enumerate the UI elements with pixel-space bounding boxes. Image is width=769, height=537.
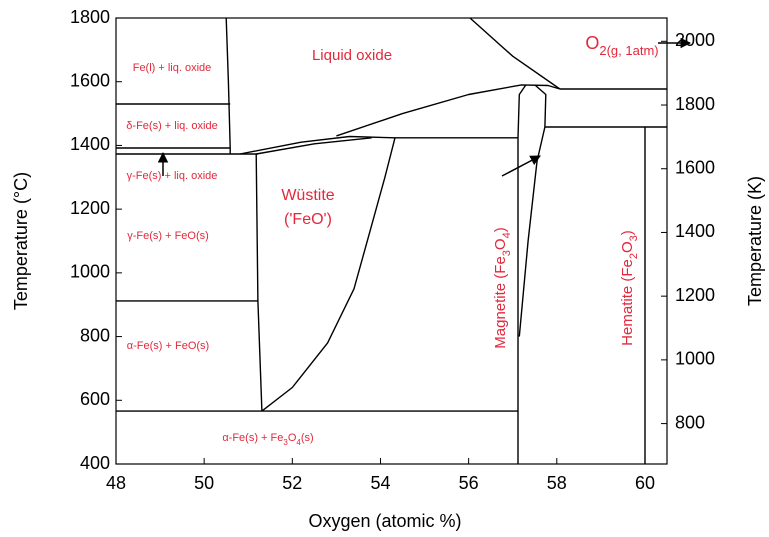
subscript: 4	[296, 438, 301, 447]
phase-boundary	[256, 137, 372, 155]
annotation: α-Fe(s) + FeO(s)	[127, 340, 209, 352]
subscript: 3	[628, 235, 640, 241]
y-tick-label: 800	[80, 325, 110, 345]
y2-tick-label: 1600	[675, 157, 715, 177]
y-tick-label: 1200	[70, 198, 110, 218]
x-tick-label: 56	[459, 473, 479, 493]
y-axis-label: Temperature (°C)	[11, 172, 31, 310]
annotation: α-Fe(s) + Fe3O4(s)	[222, 432, 313, 447]
phase-boundary	[261, 137, 396, 412]
y-tick-label: 1000	[70, 262, 110, 282]
phase-boundary	[239, 135, 396, 155]
y2-tick-label: 1400	[675, 221, 715, 241]
y2-axis-label: Temperature (K)	[745, 176, 765, 306]
annotation: Liquid oxide	[312, 47, 392, 64]
x-tick-label: 48	[106, 473, 126, 493]
y2-tick-label: 800	[675, 412, 705, 432]
annotation: Fe(l) + liq. oxide	[133, 62, 212, 74]
phase-boundary	[255, 153, 263, 412]
annotation: Hematite (Fe2O3)	[619, 230, 640, 346]
x-axis-label: Oxygen (atomic %)	[308, 511, 461, 531]
annotation: γ-Fe(s) + liq. oxide	[127, 170, 218, 182]
annotation: Wüstite	[281, 187, 334, 204]
phase-boundary	[517, 84, 527, 464]
x-tick-label: 54	[370, 473, 390, 493]
y-tick-label: 1600	[70, 70, 110, 90]
subscript: 2	[628, 253, 640, 259]
x-tick-label: 52	[282, 473, 302, 493]
y-tick-label: 1800	[70, 7, 110, 27]
y-tick-label: 600	[80, 389, 110, 409]
subscript: 3	[283, 438, 288, 447]
phase-boundary	[518, 84, 547, 337]
arrow	[501, 155, 541, 177]
y-tick-label: 1400	[70, 134, 110, 154]
y2-tick-label: 2000	[675, 30, 715, 50]
phase-boundary	[336, 84, 561, 137]
annotation: δ-Fe(s) + liq. oxide	[126, 120, 217, 132]
annotation: O2(g, 1atm)	[585, 33, 658, 58]
y2-tick-label: 1000	[675, 349, 715, 369]
annotation: Magnetite (Fe3O4)	[492, 227, 513, 348]
plot-frame	[115, 17, 668, 465]
x-tick-label: 60	[635, 473, 655, 493]
subscript: 4	[501, 232, 513, 238]
x-tick-label: 50	[194, 473, 214, 493]
subscript: 2(g, 1atm)	[599, 43, 658, 58]
annotation: γ-Fe(s) + FeO(s)	[127, 230, 209, 242]
phase-boundary	[469, 17, 561, 90]
y2-tick-label: 1200	[675, 285, 715, 305]
y-tick-label: 400	[80, 453, 110, 473]
y2-tick-label: 1800	[675, 94, 715, 114]
subscript: 3	[501, 250, 513, 256]
x-tick-label: 58	[547, 473, 567, 493]
phase-boundary	[225, 17, 231, 154]
annotation: ('FeO')	[284, 211, 332, 228]
